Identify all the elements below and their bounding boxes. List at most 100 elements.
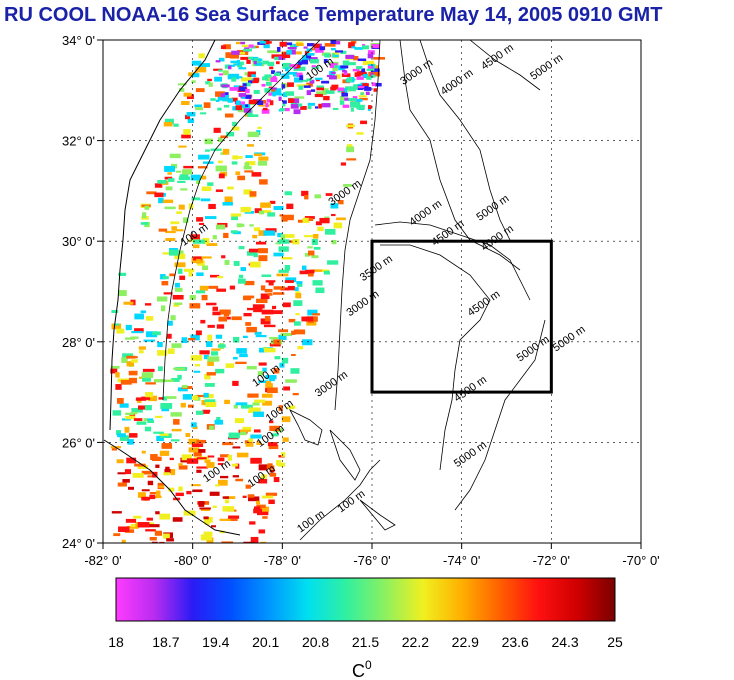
sst-pixel bbox=[174, 262, 186, 268]
sst-pixel bbox=[204, 520, 210, 526]
sst-pixel bbox=[153, 431, 164, 434]
sst-pixel bbox=[363, 72, 367, 75]
sst-pixel bbox=[158, 397, 167, 400]
sst-pixel bbox=[163, 122, 173, 127]
sst-pixel bbox=[221, 541, 234, 543]
sst-pixel bbox=[324, 53, 331, 58]
sst-pixel bbox=[315, 48, 324, 53]
colorbar-tick-label: 22.9 bbox=[452, 634, 479, 650]
colorbar-tick-label: 20.8 bbox=[302, 634, 329, 650]
sst-pixel bbox=[242, 94, 252, 99]
sst-pixel bbox=[218, 173, 225, 179]
sst-pixel bbox=[222, 97, 228, 102]
sst-pixel bbox=[177, 268, 183, 274]
sst-pixel bbox=[195, 330, 202, 336]
sst-pixel bbox=[220, 93, 226, 98]
sst-pixel bbox=[333, 65, 339, 69]
x-axis-ticks: -82° 0' -80° 0' -78° 0' -76° 0' -74° 0' -72° … bbox=[84, 543, 660, 568]
sst-pixel bbox=[196, 466, 208, 469]
sst-pixel bbox=[271, 70, 276, 74]
sst-pixel bbox=[249, 261, 261, 268]
sst-pixel bbox=[232, 446, 241, 449]
sst-pixel bbox=[339, 100, 345, 105]
contour-3000m-north bbox=[334, 40, 381, 411]
sst-pixel bbox=[258, 156, 269, 161]
sst-pixel bbox=[343, 183, 352, 187]
sst-pixel bbox=[224, 316, 231, 320]
sst-pixel bbox=[244, 72, 251, 76]
sst-pixel bbox=[169, 153, 181, 159]
sst-pixel bbox=[146, 517, 153, 521]
sst-pixel bbox=[204, 138, 213, 145]
sst-pixel bbox=[240, 267, 247, 272]
sst-pixel bbox=[121, 357, 128, 363]
contour-label: 100 m bbox=[295, 508, 327, 535]
sst-pixel bbox=[152, 331, 161, 336]
sst-pixel bbox=[314, 93, 323, 98]
sst-pixel bbox=[192, 489, 203, 493]
sst-pixel bbox=[315, 221, 322, 226]
sst-pixel bbox=[215, 334, 223, 339]
sst-pixel bbox=[258, 347, 267, 353]
sst-pixel bbox=[331, 54, 339, 58]
sst-pixel bbox=[307, 105, 312, 110]
sst-pixel bbox=[348, 98, 357, 102]
sst-pixel bbox=[288, 240, 295, 243]
sst-pixel bbox=[286, 203, 294, 210]
sst-pixel bbox=[210, 98, 216, 101]
sst-pixel bbox=[307, 102, 316, 106]
sst-pixel bbox=[332, 65, 338, 72]
sst-pixel bbox=[351, 46, 356, 49]
sst-pixel bbox=[289, 405, 296, 409]
sst-pixel bbox=[295, 313, 300, 316]
sst-pixel bbox=[301, 190, 309, 197]
sst-pixel bbox=[230, 230, 238, 234]
sst-pixel bbox=[117, 398, 124, 404]
sst-pixel bbox=[204, 399, 216, 405]
sst-pixel bbox=[277, 46, 281, 52]
sst-pixel bbox=[318, 269, 330, 272]
colorbar-tick-label: 22.2 bbox=[402, 634, 429, 650]
sst-pixel bbox=[322, 88, 329, 93]
sst-pixel bbox=[342, 60, 350, 66]
sst-pixel bbox=[164, 176, 173, 180]
sst-pixel bbox=[188, 271, 193, 277]
sst-pixel bbox=[256, 504, 266, 508]
sst-pixel bbox=[175, 229, 184, 232]
sst-pixel bbox=[302, 217, 310, 224]
sst-pixel bbox=[219, 518, 231, 521]
sst-pixel bbox=[319, 217, 330, 224]
x-tick-label: -72° 0' bbox=[533, 553, 570, 568]
sst-pixel bbox=[182, 394, 192, 400]
sst-pixel bbox=[158, 228, 168, 232]
sst-pixel bbox=[162, 396, 168, 401]
sst-pixel bbox=[367, 50, 375, 55]
sst-pixel bbox=[352, 68, 360, 72]
sst-pixel bbox=[214, 76, 222, 82]
sst-pixel bbox=[228, 515, 240, 519]
sst-pixel bbox=[310, 269, 323, 272]
sst-pixel bbox=[254, 331, 262, 335]
sst-pixel bbox=[258, 529, 266, 534]
sst-pixel bbox=[193, 370, 201, 373]
sst-pixel bbox=[208, 285, 219, 289]
sst-pixel bbox=[149, 492, 158, 495]
sst-pixel bbox=[142, 375, 151, 382]
contour-5000m-south bbox=[454, 319, 546, 511]
sst-pixel bbox=[371, 74, 376, 78]
sst-pixel bbox=[265, 380, 272, 387]
sst-pixel bbox=[262, 367, 267, 372]
sst-pixel bbox=[217, 463, 224, 466]
sst-pixel bbox=[266, 465, 275, 470]
sst-pixel bbox=[278, 93, 285, 96]
sst-pixel bbox=[236, 452, 249, 458]
sst-pixel bbox=[311, 255, 319, 259]
sst-pixel bbox=[254, 208, 262, 214]
sst-pixel bbox=[299, 75, 304, 81]
sst-pixel bbox=[258, 380, 269, 384]
sst-pixel bbox=[224, 399, 231, 404]
sst-pixel bbox=[267, 387, 278, 394]
sst-pixel bbox=[293, 51, 302, 55]
sst-pixel bbox=[282, 214, 294, 221]
sst-pixel bbox=[155, 511, 160, 515]
